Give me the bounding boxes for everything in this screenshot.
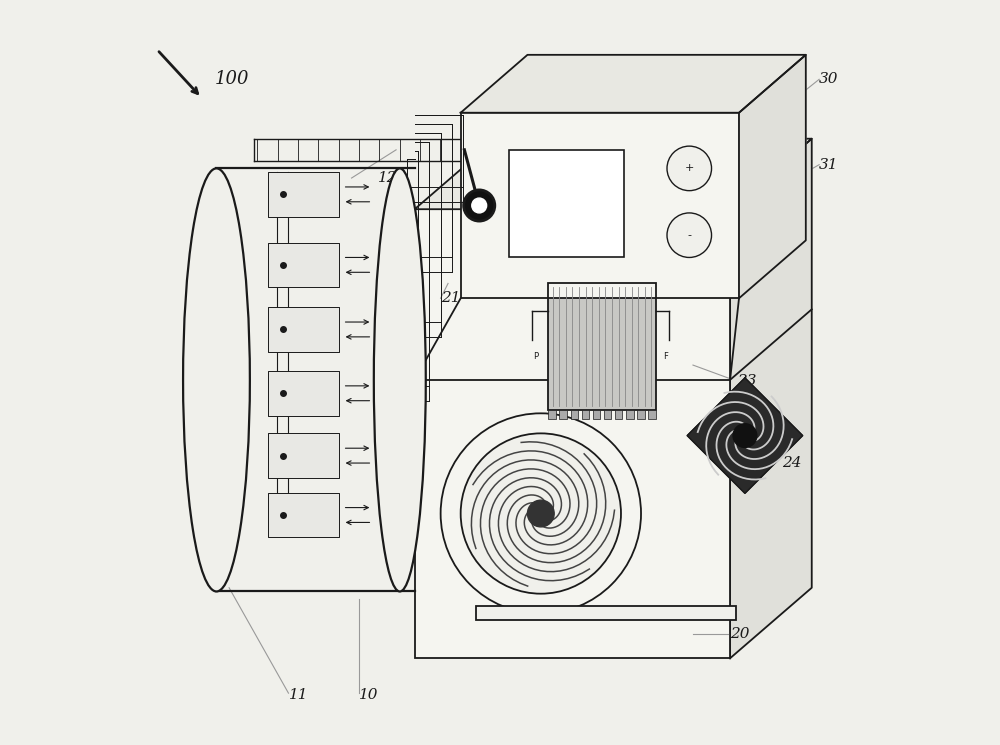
Bar [268, 243, 339, 287]
Circle shape [464, 190, 495, 221]
Text: -: - [687, 230, 691, 240]
Bar [548, 283, 656, 410]
Circle shape [667, 146, 712, 191]
Bar [268, 307, 339, 352]
Text: +: + [685, 163, 694, 174]
Bar [571, 410, 578, 419]
Text: 20: 20 [730, 627, 750, 641]
Text: 22: 22 [522, 606, 542, 621]
Text: 100: 100 [214, 70, 249, 89]
Ellipse shape [374, 168, 426, 592]
Text: 32: 32 [506, 72, 525, 86]
Bar [268, 492, 339, 537]
Bar [509, 150, 624, 258]
Circle shape [441, 413, 641, 614]
Bar [268, 172, 339, 217]
Text: F: F [663, 352, 668, 361]
Bar [461, 112, 739, 298]
Bar [626, 410, 634, 419]
Text: 23: 23 [738, 375, 757, 388]
Ellipse shape [183, 168, 250, 592]
Text: 24: 24 [782, 456, 802, 470]
Bar [268, 434, 339, 478]
Bar [648, 410, 656, 419]
Bar [593, 410, 600, 419]
Polygon shape [739, 55, 806, 298]
Text: 30: 30 [819, 72, 839, 86]
Bar [637, 410, 645, 419]
Bar [548, 410, 556, 419]
Bar [559, 410, 567, 419]
Polygon shape [415, 139, 812, 209]
Circle shape [733, 424, 757, 448]
Bar [476, 606, 736, 620]
Bar [604, 410, 611, 419]
Text: 12: 12 [378, 171, 397, 185]
Polygon shape [461, 55, 806, 112]
Circle shape [461, 434, 621, 594]
Polygon shape [687, 378, 803, 493]
Text: P: P [533, 352, 539, 361]
Bar [415, 209, 730, 659]
Circle shape [527, 500, 554, 527]
Bar [268, 371, 339, 416]
Bar [582, 410, 589, 419]
Bar [615, 410, 622, 419]
Text: 11: 11 [288, 688, 308, 703]
Polygon shape [730, 139, 812, 659]
Text: 21: 21 [441, 291, 460, 305]
Circle shape [472, 198, 487, 213]
Bar [548, 283, 656, 410]
Text: 31: 31 [819, 158, 839, 171]
Text: 10: 10 [359, 688, 378, 703]
Circle shape [667, 213, 712, 258]
